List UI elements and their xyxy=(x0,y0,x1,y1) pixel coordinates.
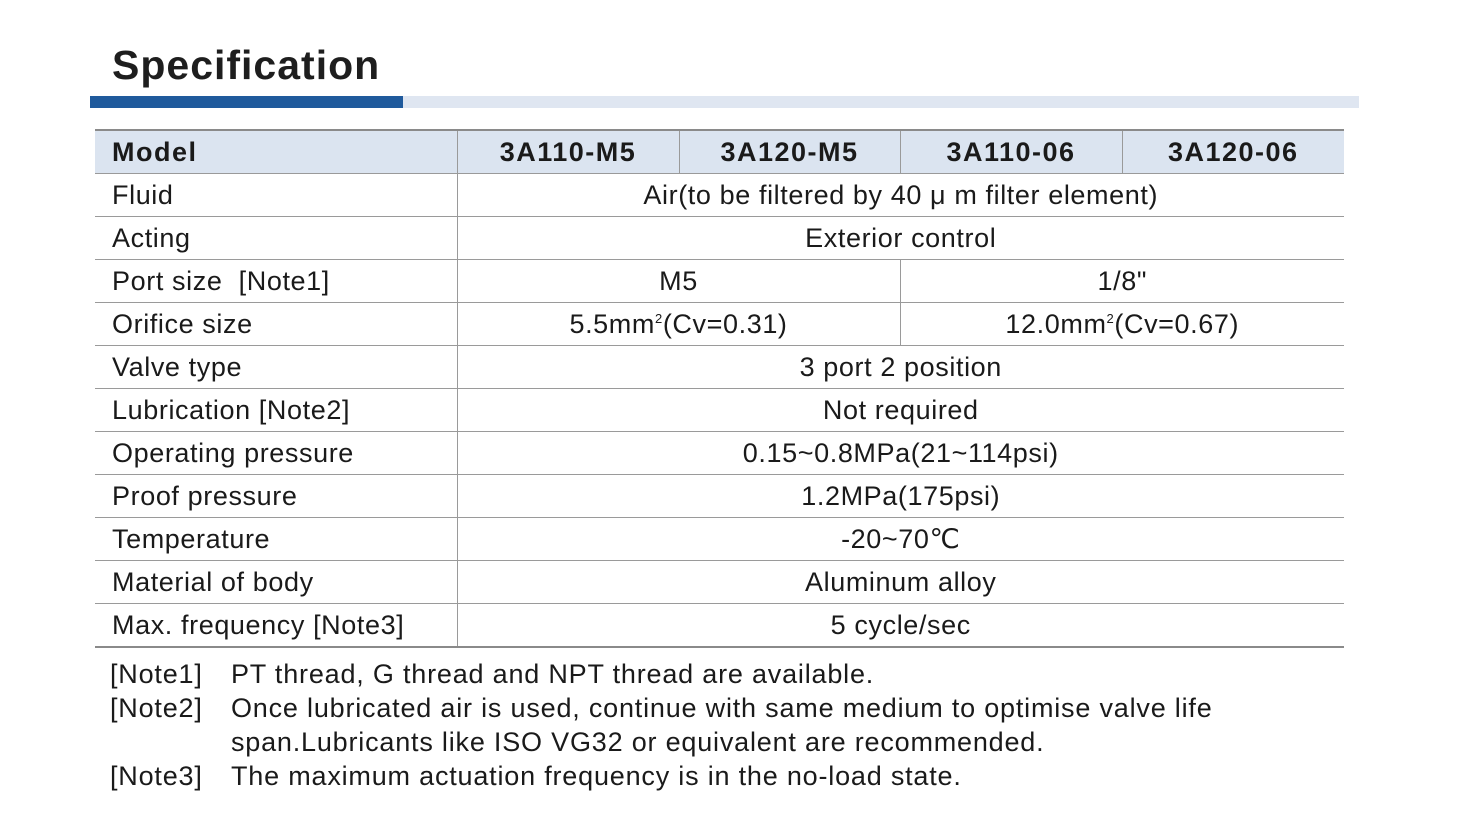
row-value-material: Aluminum alloy xyxy=(456,560,1344,604)
note-2-key: [Note2] xyxy=(110,693,203,723)
row-value-operating-pressure: 0.15~0.8MPa(21~114psi) xyxy=(456,431,1344,475)
row-label-port-size: Port size [Note1] xyxy=(95,259,457,303)
orifice-m5-cv: (Cv=0.31) xyxy=(662,308,788,339)
row-label-material: Material of body xyxy=(95,560,457,604)
table-row: Lubrication [Note2] Not required xyxy=(95,388,1344,432)
table-row: Port size [Note1] M5 1/8" xyxy=(95,259,1344,303)
header-model-4: 3A120-06 xyxy=(1121,129,1344,174)
note-3: [Note3] The maximum actuation frequency … xyxy=(110,759,1340,793)
table-row: Orifice size 5.5mm2(Cv=0.31) 12.0mm2(Cv=… xyxy=(95,302,1344,346)
header-model-label: Model xyxy=(95,129,457,174)
row-label-valve-type: Valve type xyxy=(95,345,457,389)
notes-section: [Note1] PT thread, G thread and NPT thre… xyxy=(110,657,1340,793)
table-row: Valve type 3 port 2 position xyxy=(95,345,1344,389)
note-1: [Note1] PT thread, G thread and NPT thre… xyxy=(110,657,1340,691)
orifice-06-cv: (Cv=0.67) xyxy=(1114,308,1240,339)
row-value-valve-type: 3 port 2 position xyxy=(456,345,1344,389)
row-label-acting: Acting xyxy=(95,216,457,260)
row-value-proof-pressure: 1.2MPa(175psi) xyxy=(456,474,1344,518)
orifice-m5-exponent: 2 xyxy=(654,310,663,326)
note-3-text: The maximum actuation frequency is in th… xyxy=(231,761,962,791)
header-model-2: 3A120-M5 xyxy=(678,129,900,174)
row-value-temperature: -20~70℃ xyxy=(456,517,1344,561)
row-value-port-size-m5: M5 xyxy=(456,259,900,303)
row-value-orifice-size-m5: 5.5mm2(Cv=0.31) xyxy=(456,302,900,346)
header-model-3: 3A110-06 xyxy=(899,129,1122,174)
table-row: Max. frequency [Note3] 5 cycle/sec xyxy=(95,603,1344,648)
row-value-orifice-size-06: 12.0mm2(Cv=0.67) xyxy=(899,302,1344,346)
note-2: [Note2] Once lubricated air is used, con… xyxy=(110,691,1340,759)
row-label-proof-pressure: Proof pressure xyxy=(95,474,457,518)
table-header-row: Model 3A110-M5 3A120-M5 3A110-06 3A120-0… xyxy=(95,129,1344,174)
title-underline-light xyxy=(403,96,1359,108)
orifice-06-exponent: 2 xyxy=(1106,310,1115,326)
note-1-text: PT thread, G thread and NPT thread are a… xyxy=(231,659,875,689)
table-row: Temperature -20~70℃ xyxy=(95,517,1344,561)
row-label-orifice-size: Orifice size xyxy=(95,302,457,346)
row-value-max-frequency: 5 cycle/sec xyxy=(456,603,1344,648)
table-row: Fluid Air(to be filtered by 40 μ m filte… xyxy=(95,173,1344,217)
row-label-max-frequency: Max. frequency [Note3] xyxy=(95,603,457,648)
specification-table: Model 3A110-M5 3A120-M5 3A110-06 3A120-0… xyxy=(95,129,1344,648)
page-title: Specification xyxy=(112,42,381,88)
orifice-06-area: 12.0mm xyxy=(1005,308,1107,339)
row-value-acting: Exterior control xyxy=(456,216,1344,260)
row-label-operating-pressure: Operating pressure xyxy=(95,431,457,475)
header-model-1: 3A110-M5 xyxy=(456,129,679,174)
table-row: Acting Exterior control xyxy=(95,216,1344,260)
orifice-m5-area: 5.5mm xyxy=(569,308,655,339)
table-row: Operating pressure 0.15~0.8MPa(21~114psi… xyxy=(95,431,1344,475)
row-value-port-size-06: 1/8" xyxy=(899,259,1344,303)
row-value-lubrication: Not required xyxy=(456,388,1344,432)
table-row: Proof pressure 1.2MPa(175psi) xyxy=(95,474,1344,518)
note-3-key: [Note3] xyxy=(110,761,203,791)
row-label-temperature: Temperature xyxy=(95,517,457,561)
title-underline-accent xyxy=(90,96,403,108)
row-label-fluid: Fluid xyxy=(95,173,457,217)
note-1-key: [Note1] xyxy=(110,659,203,689)
row-value-fluid: Air(to be filtered by 40 μ m filter elem… xyxy=(456,173,1344,217)
row-label-lubrication: Lubrication [Note2] xyxy=(95,388,457,432)
note-2-text: Once lubricated air is used, continue wi… xyxy=(231,693,1213,757)
table-row: Material of body Aluminum alloy xyxy=(95,560,1344,604)
